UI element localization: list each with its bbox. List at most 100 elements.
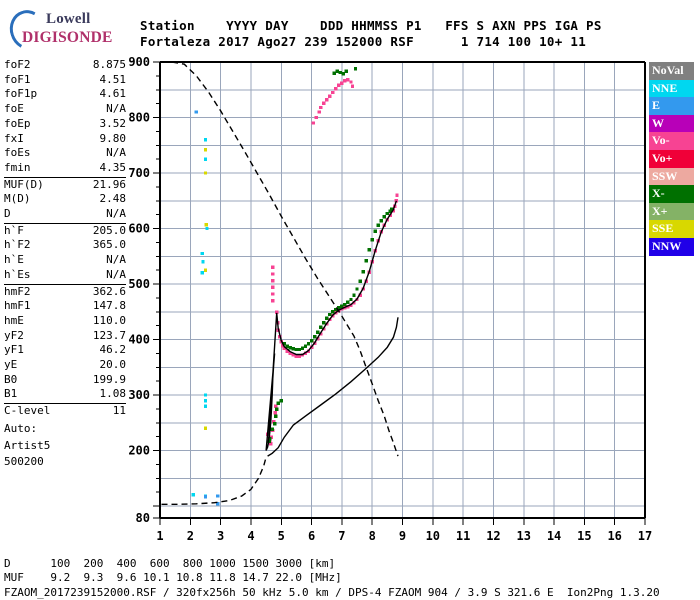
legend-item-e[interactable]: E	[649, 97, 694, 115]
autoscale-line: 500200	[4, 455, 44, 469]
echo-point	[288, 346, 292, 350]
param-key: yE	[4, 358, 18, 372]
param-row: foEs N/A	[4, 146, 126, 161]
echo-point	[355, 287, 359, 291]
footer-file-row: FZAOM_2017239152000.RSF / 320fx256h 50 k…	[4, 585, 660, 599]
param-key: foEp	[4, 116, 31, 130]
legend-item-x-[interactable]: X-	[649, 185, 694, 203]
doppler-legend: NoVal NNE E W Vo- Vo+ SSW X- X+ SSE NNW	[649, 62, 694, 256]
echo-point	[205, 226, 209, 231]
echo-point	[294, 347, 299, 352]
echo-point	[385, 211, 389, 216]
ionogram-parameter-panel: foF2 8.875 foF1 4.51 foF1p 4.61 foE N/A foEp 3.52…	[4, 58, 126, 470]
echo-point	[203, 138, 208, 142]
param-key: yF2	[4, 328, 24, 342]
param-key: h`E	[4, 253, 24, 267]
echo-point	[271, 265, 275, 270]
param-key: foF2	[4, 58, 31, 71]
param-value: N/A	[106, 267, 126, 281]
param-value: 199.9	[92, 372, 126, 386]
echo-point	[364, 259, 368, 263]
echo-point	[291, 353, 296, 357]
echo-point	[379, 219, 383, 223]
echo-point	[358, 279, 362, 283]
param-value: 4.51	[99, 72, 127, 86]
echo-point	[270, 427, 274, 432]
echo-point	[376, 223, 380, 227]
echo-point	[294, 354, 299, 358]
x-axis-tick-label: 16	[607, 529, 621, 543]
footer-muf-row: MUF 9.2 9.3 9.6 10.1 10.8 11.8 14.7 22.0…	[4, 571, 342, 585]
param-group-4: C-level 11	[4, 404, 126, 420]
legend-item-vo-[interactable]: Vo-	[649, 132, 694, 150]
param-value: 3.52	[99, 116, 127, 130]
legend-item-noval[interactable]: NoVal	[649, 62, 694, 80]
x-axis-tick-label: 2	[187, 529, 194, 543]
y-axis-tick-label: 600	[128, 222, 150, 236]
echo-point	[331, 90, 335, 95]
param-row: M(D) 2.48	[4, 192, 126, 207]
echo-point	[275, 310, 279, 314]
param-value: 123.7	[92, 328, 126, 342]
param-value: 21.96	[92, 177, 126, 191]
param-key: hmE	[4, 313, 24, 327]
echo-point	[203, 268, 208, 272]
echo-point	[346, 78, 350, 82]
echo-point	[337, 83, 341, 87]
echo-point	[203, 157, 208, 161]
echo-point	[272, 422, 277, 426]
station-header-values: Fortaleza 2017 Ago27 239 152000 RSF 1 71…	[140, 34, 587, 49]
echo-point	[203, 171, 208, 175]
param-value: 8.875	[92, 58, 126, 71]
station-header-table: Station YYYY DAY DDD HHMMSS P1 FFS S AXN…	[140, 18, 660, 50]
echo-point	[268, 437, 272, 441]
echo-point	[303, 351, 308, 356]
echo-point	[338, 70, 343, 75]
legend-item-w[interactable]: W	[649, 114, 694, 133]
echo-point	[285, 349, 289, 353]
echo-point	[319, 325, 323, 329]
echo-point	[325, 316, 329, 321]
param-value: 4.61	[99, 87, 127, 101]
y-axis-tick-label: 200	[128, 444, 150, 458]
echo-point	[274, 414, 278, 418]
legend-item-nnw[interactable]: NNW	[649, 237, 694, 256]
echo-point	[271, 298, 275, 303]
logo-brand-bottom: DIGISONDE	[22, 29, 113, 46]
param-row: fxI 9.80	[4, 132, 126, 147]
x-axis-tick-label: 7	[338, 529, 345, 543]
echo-point	[352, 293, 356, 297]
param-row: foF2 8.875	[4, 58, 126, 73]
echo-point	[331, 310, 335, 314]
echo-point	[272, 419, 276, 424]
autoscale-line: Auto:	[4, 421, 38, 435]
series-lower-dashed-baseline	[161, 457, 267, 505]
param-value: 20.0	[99, 358, 127, 372]
legend-item-x-[interactable]: X+	[649, 202, 694, 221]
legend-item-sse[interactable]: SSE	[649, 220, 694, 238]
echo-point	[314, 115, 318, 120]
x-axis-tick-label: 13	[517, 529, 531, 543]
autoscale-line: Artist5	[4, 438, 51, 452]
legend-item-vo-[interactable]: Vo+	[649, 149, 694, 168]
series-artist-autoscaled-profile-solid-black	[265, 200, 398, 451]
echo-point	[322, 321, 326, 325]
param-row: h`F 205.0	[4, 224, 126, 239]
param-row: hmF1 147.8	[4, 299, 126, 314]
param-row: hmE 110.0	[4, 314, 126, 329]
ionogram-plot[interactable]: 80 200 300 400 500 600 700 800 900 1 2 3 4 5 6 7 8 9 10 11 1…	[128, 55, 652, 543]
echo-point	[191, 493, 195, 497]
param-row: hmF2 362.6	[4, 285, 126, 300]
echo-point	[337, 306, 341, 310]
echo-point	[269, 435, 274, 439]
echo-point	[271, 279, 275, 283]
param-value: N/A	[106, 102, 126, 116]
x-axis-tick-label: 12	[486, 529, 500, 543]
param-value: 9.80	[99, 131, 127, 145]
echo-point	[335, 69, 339, 74]
y-axis-tick-label: 900	[128, 55, 150, 69]
echo-point	[271, 285, 275, 289]
legend-item-ssw[interactable]: SSW	[649, 167, 694, 186]
legend-item-nne[interactable]: NNE	[649, 79, 694, 98]
